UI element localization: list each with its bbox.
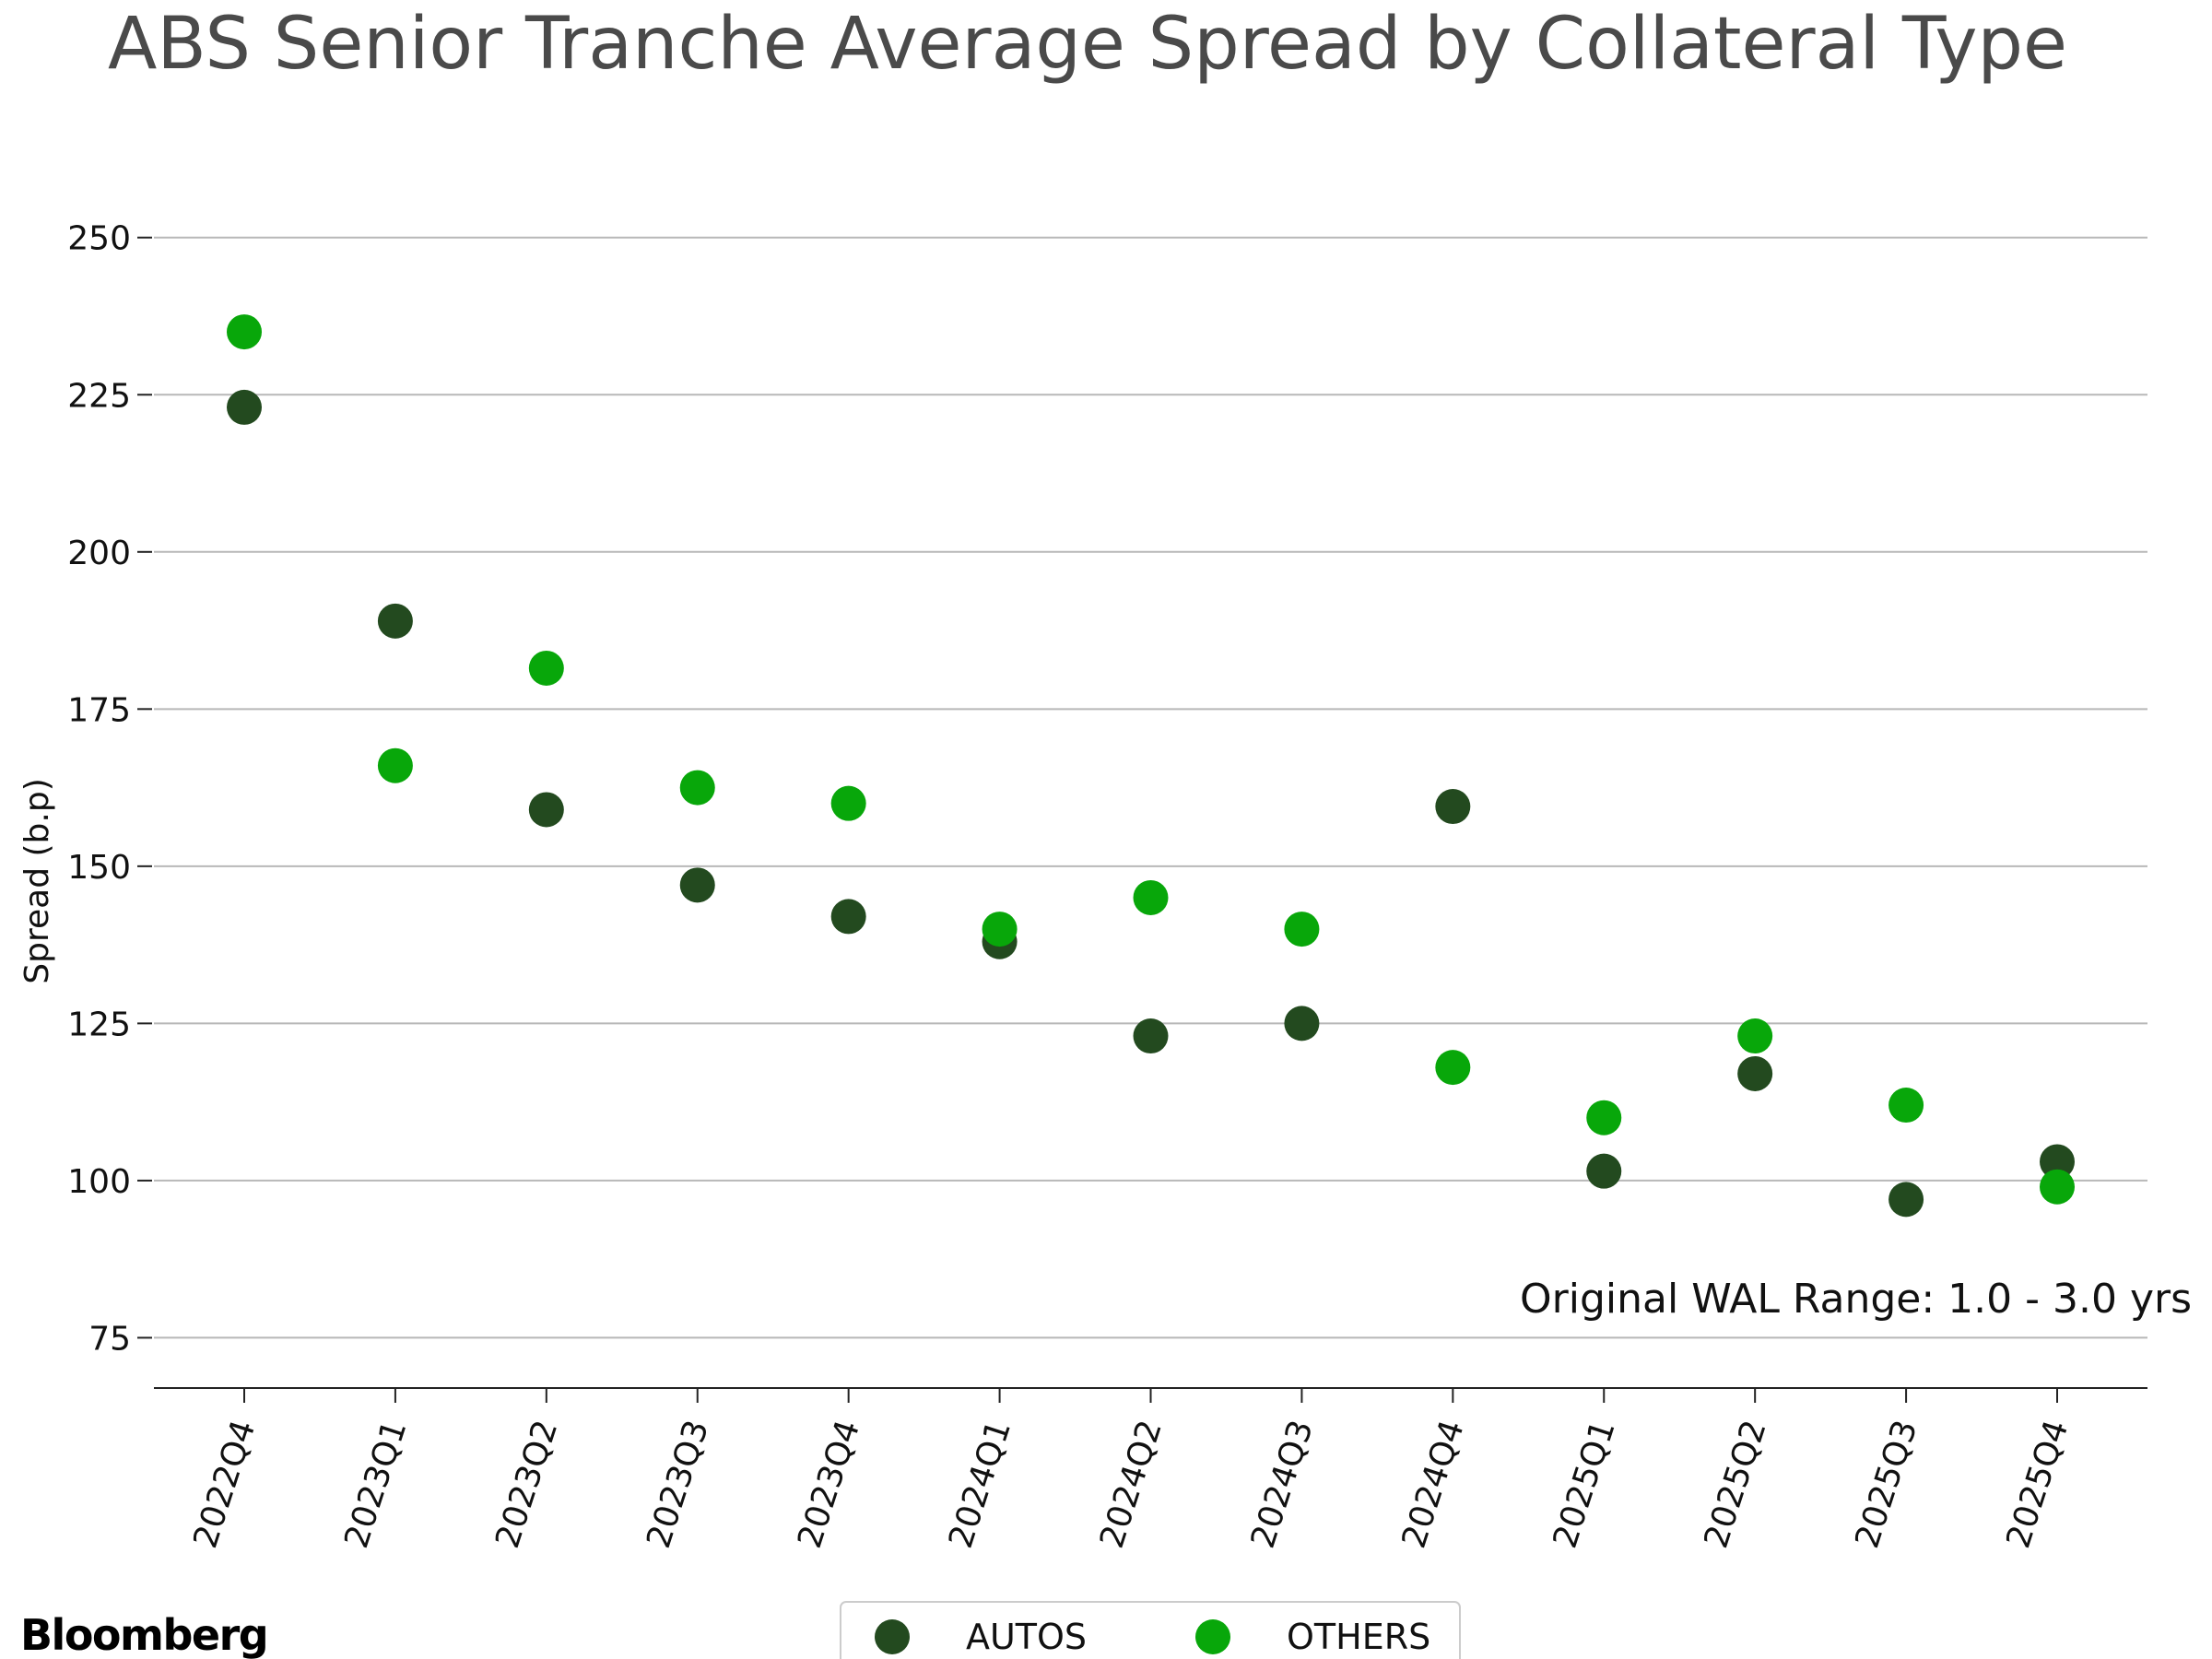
series-autos [227, 389, 2075, 1218]
y-axis-label: Spread (b.p) [18, 778, 56, 983]
y-tick-label: 100 [67, 1163, 131, 1201]
y-tick-label: 175 [67, 691, 131, 729]
y-tick-label: 75 [88, 1320, 131, 1358]
point-autos-2023Q2 [528, 792, 564, 828]
bloomberg-logo: Bloomberg [20, 1610, 267, 1659]
point-autos-2023Q1 [377, 603, 413, 639]
x-tick-label: 2024Q2 [1093, 1416, 1170, 1553]
point-autos-2025Q2 [1737, 1055, 1773, 1091]
point-others-2025Q4 [2040, 1169, 2075, 1205]
y-tick-label: 200 [67, 535, 131, 572]
point-others-2023Q3 [679, 770, 715, 806]
point-others-2024Q1 [982, 912, 1018, 947]
y-tick-label: 225 [67, 377, 131, 415]
x-tick-label: 2025Q3 [1849, 1416, 1925, 1553]
data-points [227, 314, 2075, 1218]
point-autos-2023Q3 [679, 867, 715, 903]
point-others-2025Q1 [1586, 1100, 1622, 1135]
point-others-2025Q3 [1888, 1088, 1924, 1124]
x-tick-label: 2025Q4 [1999, 1416, 2076, 1553]
y-axis: 75 100 125 150 175 200 225 250 [67, 220, 152, 1358]
point-autos-2025Q1 [1586, 1153, 1622, 1189]
point-autos-2024Q4 [1435, 789, 1471, 825]
legend-box [840, 1601, 1461, 1659]
point-autos-2025Q4 [2040, 1144, 2075, 1180]
x-tick-label: 2024Q3 [1244, 1416, 1321, 1553]
point-others-2024Q3 [1284, 912, 1320, 947]
point-others-2023Q2 [528, 650, 564, 686]
x-tick-label: 2025Q1 [1547, 1416, 1623, 1553]
point-others-2023Q1 [377, 747, 413, 783]
y-tick-label: 150 [67, 849, 131, 887]
point-autos-2022Q4 [227, 389, 262, 425]
point-autos-2023Q4 [830, 899, 866, 935]
legend-label-others: OTHERS [1287, 1617, 1430, 1657]
x-tick-label: 2024Q4 [1395, 1416, 1472, 1553]
x-tick-label: 2024Q1 [942, 1416, 1018, 1553]
point-others-2025Q2 [1737, 1018, 1773, 1054]
x-axis: 2022Q4 2023Q1 2023Q2 2023Q3 2023Q4 2024Q1 2024… [186, 1388, 2077, 1553]
series-others [227, 314, 2075, 1205]
legend-marker-autos [875, 1619, 910, 1654]
x-tick-label: 2022Q4 [186, 1416, 263, 1553]
x-tick-label: 2025Q2 [1698, 1416, 1774, 1553]
legend-marker-others [1195, 1619, 1230, 1654]
point-others-2024Q2 [1133, 879, 1169, 915]
point-others-2022Q4 [227, 314, 262, 350]
point-others-2023Q4 [830, 785, 866, 821]
x-tick-label: 2023Q1 [337, 1416, 414, 1553]
x-tick-label: 2023Q4 [791, 1416, 867, 1553]
point-autos-2025Q3 [1888, 1182, 1924, 1218]
point-autos-2024Q3 [1284, 1006, 1320, 1041]
wal-range-annotation: Original WAL Range: 1.0 - 3.0 yrs [1520, 1276, 2192, 1323]
chart-title: ABS Senior Tranche Average Spread by Col… [108, 3, 2067, 86]
x-tick-label: 2023Q2 [488, 1416, 565, 1553]
grid [154, 236, 2147, 1339]
legend-label-autos: AUTOS [966, 1617, 1087, 1657]
y-tick-label: 250 [67, 220, 131, 258]
y-tick-label: 125 [67, 1006, 131, 1043]
point-others-2024Q4 [1435, 1050, 1471, 1086]
legend: AUTOS OTHERS [840, 1601, 1461, 1659]
point-autos-2024Q2 [1133, 1018, 1169, 1054]
x-tick-label: 2023Q3 [640, 1416, 716, 1553]
